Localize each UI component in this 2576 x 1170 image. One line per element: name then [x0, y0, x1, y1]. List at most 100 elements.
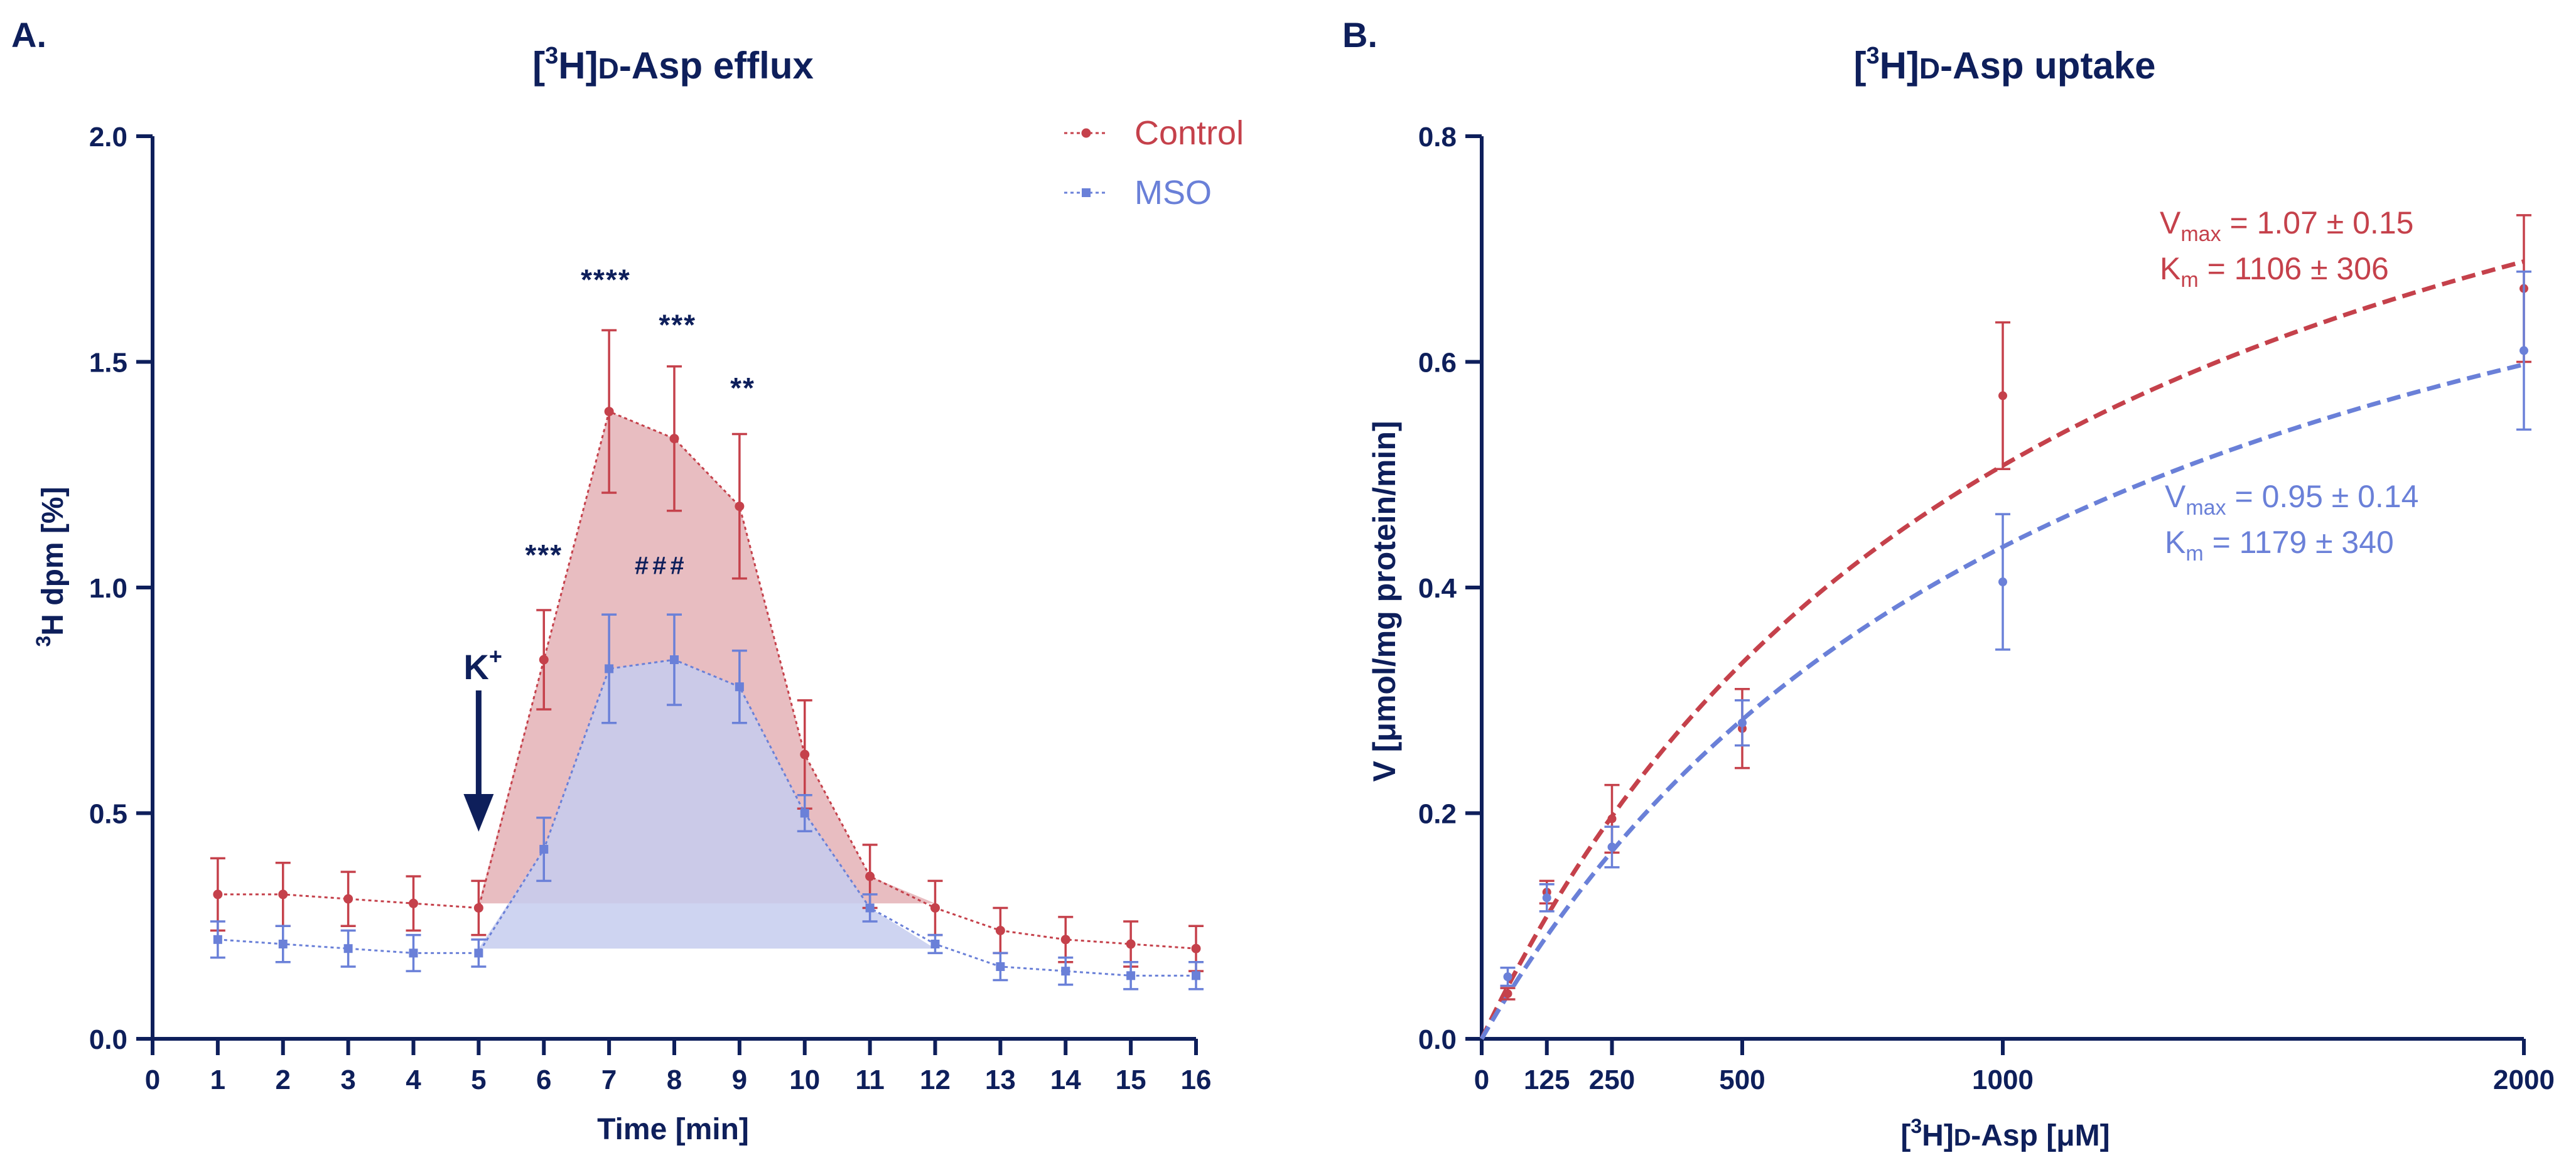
significance-annotation: ***	[659, 308, 696, 341]
panel-a-x-tick-label: 3	[340, 1065, 355, 1095]
control-point	[1060, 935, 1070, 945]
control-point	[213, 889, 223, 899]
control-legend-marker	[1081, 128, 1091, 138]
mso-point	[1738, 718, 1747, 727]
control-point	[539, 655, 549, 665]
mso-point	[1126, 971, 1136, 980]
panel-b-x-tick-label: 250	[1589, 1065, 1635, 1095]
mso-point	[1192, 971, 1200, 980]
panel-a-x-tick-label: 7	[601, 1065, 617, 1095]
panel-b-y-tick-label: 0.0	[1418, 1024, 1457, 1055]
control-fit-label: Vmax = 1.07 ± 0.15	[2160, 205, 2413, 246]
panel-b-title: [3H]D-Asp uptake	[1853, 43, 2155, 87]
panel-a-x-tick-label: 4	[406, 1065, 421, 1095]
mso-area-fill	[478, 660, 935, 949]
significance-annotation: ****	[581, 263, 631, 296]
mso-point	[865, 903, 875, 913]
stimulus-label: K+	[463, 643, 502, 687]
mso-point	[343, 944, 353, 953]
panel-a-x-tick-label: 10	[789, 1065, 820, 1095]
panel-a-y-tick-label: 1.0	[89, 573, 127, 604]
mso-legend-label: MSO	[1134, 174, 1212, 212]
mso-fit-label: Km = 1179 ± 340	[2165, 525, 2394, 566]
panel-b-x-tick-label: 0	[1474, 1065, 1489, 1095]
control-fit-label: Km = 1106 ± 306	[2160, 251, 2389, 292]
mso-point	[474, 948, 483, 958]
panel-b-y-axis-label: V [μmol/mg protein/min]	[1367, 421, 1402, 781]
control-point	[409, 898, 418, 908]
control-point	[473, 903, 483, 913]
control-point	[1126, 939, 1136, 949]
control-point	[1607, 814, 1617, 824]
panel-a-y-tick-label: 2.0	[89, 122, 127, 153]
mso-point	[539, 845, 549, 854]
panel-a-x-tick-label: 13	[985, 1065, 1016, 1095]
panel-a-y-tick-label: 0.5	[89, 799, 127, 830]
panel-a-y-tick-label: 0.0	[89, 1024, 127, 1055]
mso-point	[1503, 972, 1512, 982]
control-point	[669, 434, 679, 444]
significance-annotation: **	[730, 372, 755, 404]
mso-point	[735, 682, 744, 692]
panel-b-letter: B.	[1342, 15, 1377, 55]
control-point	[1998, 391, 2007, 400]
panel-a-x-tick-label: 5	[471, 1065, 486, 1095]
panel-a-legend: Control MSO	[1064, 114, 1244, 212]
panel-a-x-tick-label: 16	[1181, 1065, 1212, 1095]
panel-a-x-tick-label: 11	[855, 1065, 885, 1095]
panel-a-x-tick-label: 6	[536, 1065, 551, 1095]
panel-a-letter: A.	[11, 15, 46, 55]
mso-line	[217, 658, 1196, 977]
panel-b-y-tick-label: 0.2	[1418, 799, 1457, 830]
panel-a-title: [3H]D-Asp efflux	[532, 43, 814, 87]
panel-a-x-tick-label: 8	[667, 1065, 682, 1095]
control-point	[930, 903, 940, 913]
panel-b-x-tick-label: 500	[1719, 1065, 1765, 1095]
mso-point	[1998, 577, 2007, 587]
mso-point	[213, 935, 222, 944]
panel-a-x-tick-label: 0	[145, 1065, 160, 1095]
significance-annotation: ###	[635, 552, 688, 579]
control-line	[217, 410, 1197, 950]
control-point	[800, 749, 810, 759]
panel-a-x-tick-label: 1	[210, 1065, 225, 1095]
control-point	[1191, 943, 1201, 953]
panel-a-x-tick-label: 9	[732, 1065, 747, 1095]
mso-point	[605, 664, 614, 674]
panel-b-x-tick-label: 125	[1524, 1065, 1570, 1095]
panel-b-y-tick-label: 0.8	[1418, 122, 1457, 153]
panel-a-x-tick-label: 12	[920, 1065, 951, 1095]
control-point	[343, 894, 353, 904]
panel-a-x-tick-label: 15	[1116, 1065, 1146, 1095]
mso-point	[409, 948, 418, 958]
panel-b-uptake-chart: B. [3H]D-Asp uptake V [μmol/mg protein/m…	[1342, 15, 2555, 1152]
mso-point	[800, 808, 809, 818]
control-point	[1503, 989, 1512, 999]
panel-b-x-tick-label: 1000	[1972, 1065, 2034, 1095]
mso-point	[930, 940, 940, 949]
panel-a-x-axis-label: Time [min]	[597, 1113, 749, 1146]
mso-point	[1607, 842, 1617, 852]
mso-point	[1061, 967, 1070, 976]
panel-b-x-axis-label: [3H]D-Asp [μM]	[1900, 1115, 2110, 1152]
mso-point	[670, 655, 679, 665]
mso-legend-marker	[1082, 188, 1091, 197]
mso-fit-label: Vmax = 0.95 ± 0.14	[2165, 479, 2418, 520]
stimulus-arrowhead-icon	[463, 794, 494, 832]
panel-b-x-tick-label: 2000	[2493, 1065, 2555, 1095]
control-point	[995, 925, 1005, 935]
mso-point	[278, 940, 288, 949]
significance-annotation: ***	[525, 539, 563, 571]
panel-a-x-tick-label: 2	[276, 1065, 291, 1095]
panel-a-x-tick-label: 14	[1050, 1065, 1081, 1095]
control-point	[278, 889, 288, 899]
panel-a-efflux-chart: A. [3H]D-Asp efflux 3H dpm [%] Time [min…	[11, 15, 1244, 1146]
control-point	[735, 502, 745, 512]
control-point	[865, 871, 875, 881]
mso-point	[2519, 346, 2528, 355]
control-legend-label: Control	[1134, 114, 1244, 152]
mso-point	[996, 962, 1005, 971]
panel-b-y-tick-label: 0.6	[1418, 348, 1457, 378]
panel-a-y-axis-label: 3H dpm [%]	[32, 486, 70, 647]
